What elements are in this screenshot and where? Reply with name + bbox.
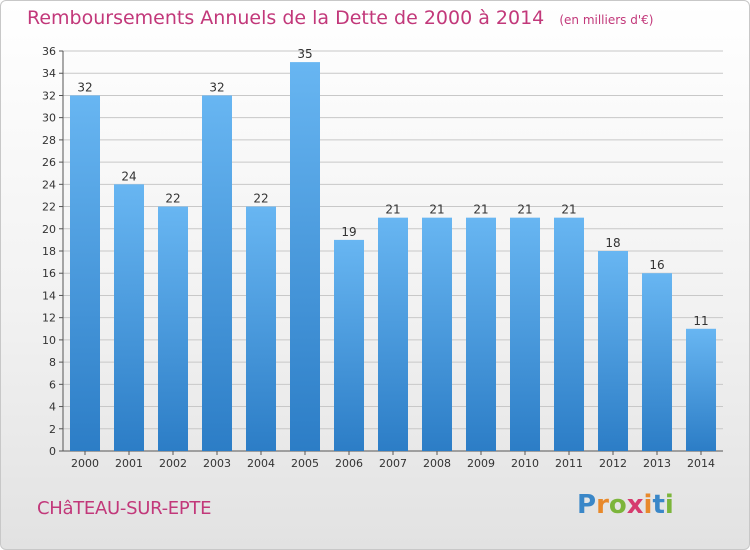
bar-value-label: 19 (341, 225, 356, 239)
x-tick-label: 2001 (115, 457, 143, 470)
bar (554, 217, 584, 451)
x-tick-label: 2006 (335, 457, 363, 470)
bar-value-label: 22 (165, 192, 180, 206)
bar-value-label: 11 (693, 314, 708, 328)
bar (290, 62, 320, 451)
x-tick-label: 2009 (467, 457, 495, 470)
bar (686, 328, 716, 451)
bar-value-label: 22 (253, 192, 268, 206)
bar-value-label: 32 (209, 80, 224, 94)
chart-unit: (en milliers d'€) (559, 13, 654, 27)
x-tick-label: 2007 (379, 457, 407, 470)
bar-value-label: 21 (517, 203, 532, 217)
bar (334, 239, 364, 451)
y-tick-label: 22 (42, 201, 56, 214)
commune-name: CHâTEAU-SUR-EPTE (37, 498, 212, 519)
bar (642, 273, 672, 451)
bar (114, 184, 144, 452)
x-tick-label: 2011 (555, 457, 583, 470)
y-tick-label: 20 (42, 223, 56, 236)
x-tick-label: 2014 (687, 457, 715, 470)
y-tick-label: 28 (42, 134, 56, 147)
bar-value-label: 18 (605, 236, 620, 250)
bar-value-label: 21 (385, 203, 400, 217)
x-tick-label: 2003 (203, 457, 231, 470)
x-tick-label: 2012 (599, 457, 627, 470)
bar (202, 95, 232, 451)
y-tick-label: 16 (42, 267, 56, 280)
bar (466, 217, 496, 451)
bar-value-label: 21 (429, 203, 444, 217)
bar (598, 251, 628, 451)
y-tick-label: 26 (42, 156, 56, 169)
y-tick-label: 30 (42, 112, 56, 125)
bar-value-label: 35 (297, 47, 312, 61)
x-tick-label: 2005 (291, 457, 319, 470)
y-tick-label: 32 (42, 89, 56, 102)
bar (510, 217, 540, 451)
bar (70, 95, 100, 451)
x-tick-label: 2010 (511, 457, 539, 470)
bar (378, 217, 408, 451)
y-tick-label: 14 (42, 289, 56, 302)
y-tick-label: 12 (42, 312, 56, 325)
bar-value-label: 16 (649, 258, 664, 272)
chart-title-row: Remboursements Annuels de la Dette de 20… (27, 7, 653, 29)
x-tick-label: 2002 (159, 457, 187, 470)
bar (246, 206, 276, 451)
bar (422, 217, 452, 451)
y-tick-label: 8 (49, 356, 56, 369)
x-tick-label: 2008 (423, 457, 451, 470)
y-tick-label: 2 (49, 423, 56, 436)
proxiti-logo: Proxiti (577, 490, 674, 520)
y-tick-label: 6 (49, 378, 56, 391)
x-tick-label: 2000 (71, 457, 99, 470)
bar-value-label: 21 (473, 203, 488, 217)
y-tick-label: 4 (49, 401, 56, 414)
y-tick-label: 24 (42, 178, 56, 191)
bar-value-label: 24 (121, 169, 136, 183)
chart-title: Remboursements Annuels de la Dette de 20… (27, 7, 545, 29)
x-tick-label: 2013 (643, 457, 671, 470)
y-tick-label: 34 (42, 67, 56, 80)
bar (158, 206, 188, 451)
x-tick-label: 2004 (247, 457, 275, 470)
bar-value-label: 32 (77, 80, 92, 94)
y-tick-label: 0 (49, 445, 56, 458)
y-tick-label: 18 (42, 245, 56, 258)
y-tick-label: 36 (42, 45, 56, 58)
y-tick-label: 10 (42, 334, 56, 347)
bar-value-label: 21 (561, 203, 576, 217)
